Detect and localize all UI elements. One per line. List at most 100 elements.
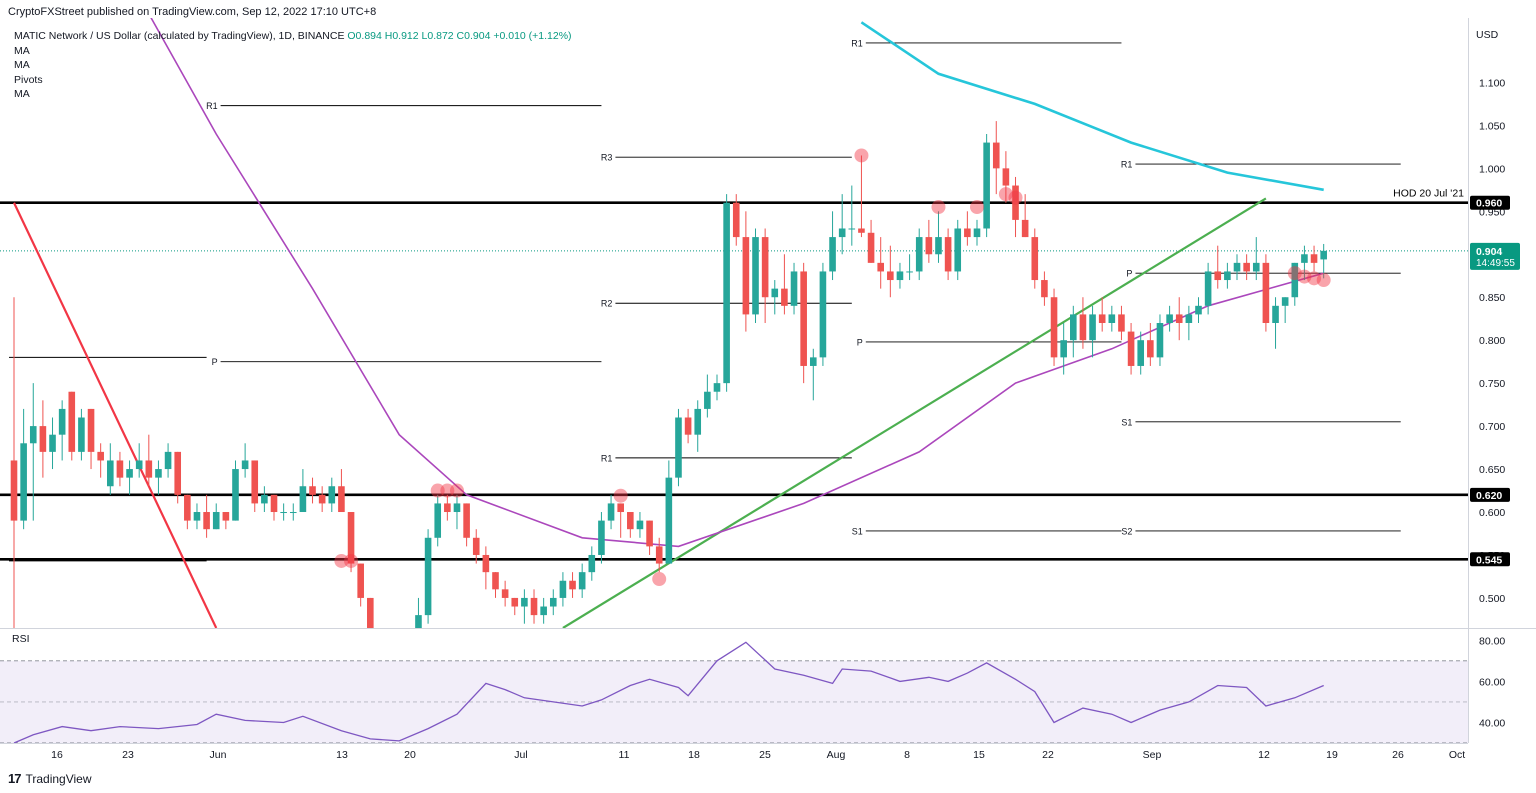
candle-body bbox=[1320, 250, 1327, 260]
candle-2022-05-27 bbox=[155, 460, 162, 495]
time-tick-label: 22 bbox=[1042, 749, 1054, 761]
indicator-ma-3[interactable]: MA bbox=[14, 88, 30, 100]
indicator-ma-1[interactable]: MA bbox=[14, 44, 30, 57]
candle-body bbox=[289, 512, 297, 514]
candle-2022-09-19 bbox=[1262, 254, 1270, 332]
candle-2022-06-10 bbox=[289, 503, 297, 521]
level-price-tag bbox=[1470, 552, 1510, 567]
touch-marker-5 bbox=[613, 488, 628, 503]
candle-2022-05-17 bbox=[58, 400, 66, 461]
price-tick-label: 1.100 bbox=[1479, 77, 1505, 89]
touch-marker-2 bbox=[430, 483, 445, 498]
time-tick-label: Oct bbox=[1449, 749, 1465, 761]
pivot-label-0: R1 bbox=[206, 101, 218, 111]
candle-2022-06-26 bbox=[444, 494, 451, 521]
candle-body bbox=[1098, 314, 1106, 323]
candle-body bbox=[1060, 340, 1067, 358]
rsi-tick-label: 80.00 bbox=[1479, 635, 1505, 647]
candle-2022-06-25 bbox=[434, 494, 442, 547]
tradingview-footer[interactable]: 17 TradingView bbox=[8, 771, 92, 786]
candle-body bbox=[367, 597, 374, 628]
candle-2022-09-16 bbox=[1233, 254, 1241, 281]
candle-body bbox=[1195, 305, 1202, 315]
candle-2022-08-11 bbox=[887, 245, 894, 298]
candle-body bbox=[684, 417, 692, 435]
candle-2022-08-25 bbox=[1021, 194, 1029, 238]
candle-body bbox=[232, 469, 239, 521]
candle-body bbox=[1156, 323, 1164, 358]
touch-marker-6 bbox=[652, 572, 667, 587]
candle-body bbox=[347, 512, 355, 564]
candle-2022-08-12 bbox=[896, 262, 904, 289]
candle-body bbox=[800, 271, 807, 366]
candle-2022-09-08 bbox=[1156, 314, 1164, 366]
candle-2022-06-14 bbox=[328, 477, 336, 513]
candle-body bbox=[482, 554, 490, 573]
candle-body bbox=[58, 408, 66, 435]
candle-2022-05-30 bbox=[184, 494, 191, 530]
candle-2022-06-23 bbox=[415, 597, 422, 628]
candle-body bbox=[549, 597, 557, 607]
symbol-row[interactable]: MATIC Network / US Dollar (calculated by… bbox=[14, 29, 572, 44]
touch-marker-7 bbox=[854, 148, 869, 163]
candle-2022-07-24 bbox=[713, 374, 721, 401]
price-tick-label: 0.850 bbox=[1479, 292, 1505, 304]
candle-2022-07-11 bbox=[588, 546, 596, 581]
candle-body bbox=[1031, 237, 1039, 281]
candle-2022-09-10 bbox=[1175, 297, 1183, 341]
candle-body bbox=[1089, 314, 1096, 341]
candle-2022-07-27 bbox=[742, 211, 750, 332]
candle-2022-09-14 bbox=[1214, 245, 1222, 289]
price-tick-label: 1.050 bbox=[1479, 120, 1505, 132]
candle-body bbox=[1310, 254, 1318, 263]
candle-2022-05-25 bbox=[135, 443, 143, 478]
candle-body bbox=[472, 537, 480, 555]
pivot-label-5: R1 bbox=[851, 38, 863, 48]
candle-2022-06-02 bbox=[212, 503, 220, 530]
price-tick-label: 0.800 bbox=[1479, 335, 1505, 347]
price-tick-label: 1.000 bbox=[1479, 163, 1505, 175]
price-tick-label: 0.700 bbox=[1479, 421, 1505, 433]
indicator-pivots[interactable]: Pivots bbox=[14, 73, 43, 86]
candle-2022-06-09 bbox=[280, 503, 287, 521]
candle-2022-07-22 bbox=[694, 400, 702, 452]
touch-marker-1 bbox=[344, 553, 359, 568]
candle-body bbox=[925, 237, 933, 255]
candle-body bbox=[819, 271, 827, 358]
candle-body bbox=[1002, 168, 1010, 186]
candle-body bbox=[752, 237, 759, 315]
candle-body bbox=[559, 580, 567, 598]
indicator-ma-2[interactable]: MA bbox=[14, 59, 30, 71]
candle-body bbox=[598, 520, 605, 555]
candle-body bbox=[578, 572, 586, 590]
candle-body bbox=[453, 503, 461, 513]
candle-body bbox=[627, 512, 634, 530]
rsi-tick-label: 40.00 bbox=[1479, 717, 1505, 729]
moving-average-1 bbox=[860, 21, 1324, 192]
candle-2022-07-13 bbox=[607, 494, 615, 530]
candle-body bbox=[174, 451, 182, 495]
candle-body bbox=[1243, 262, 1250, 272]
candle-body bbox=[1127, 331, 1135, 366]
candle-body bbox=[434, 503, 442, 538]
candle-body bbox=[704, 391, 711, 409]
candle-2022-07-12 bbox=[598, 512, 605, 564]
time-tick-label: 23 bbox=[122, 749, 134, 761]
candle-body bbox=[983, 142, 990, 229]
candle-2022-07-07 bbox=[549, 589, 557, 616]
candle-body bbox=[1021, 219, 1029, 238]
candle-body bbox=[1108, 314, 1116, 323]
pivot-label-2: R3 bbox=[601, 153, 613, 163]
time-tick-label: Aug bbox=[827, 749, 846, 761]
candle-body bbox=[867, 232, 875, 263]
hod-annotation: HOD 20 Jul '21 bbox=[1393, 188, 1464, 200]
candle-2022-07-01 bbox=[492, 572, 499, 598]
candle-body bbox=[261, 494, 268, 504]
candle-body bbox=[665, 477, 673, 564]
candle-2022-05-31 bbox=[193, 503, 201, 530]
price-tick-label: 0.600 bbox=[1479, 507, 1505, 519]
candle-body bbox=[155, 469, 162, 478]
candle-body bbox=[530, 597, 538, 616]
candle-2022-07-19 bbox=[665, 460, 673, 564]
